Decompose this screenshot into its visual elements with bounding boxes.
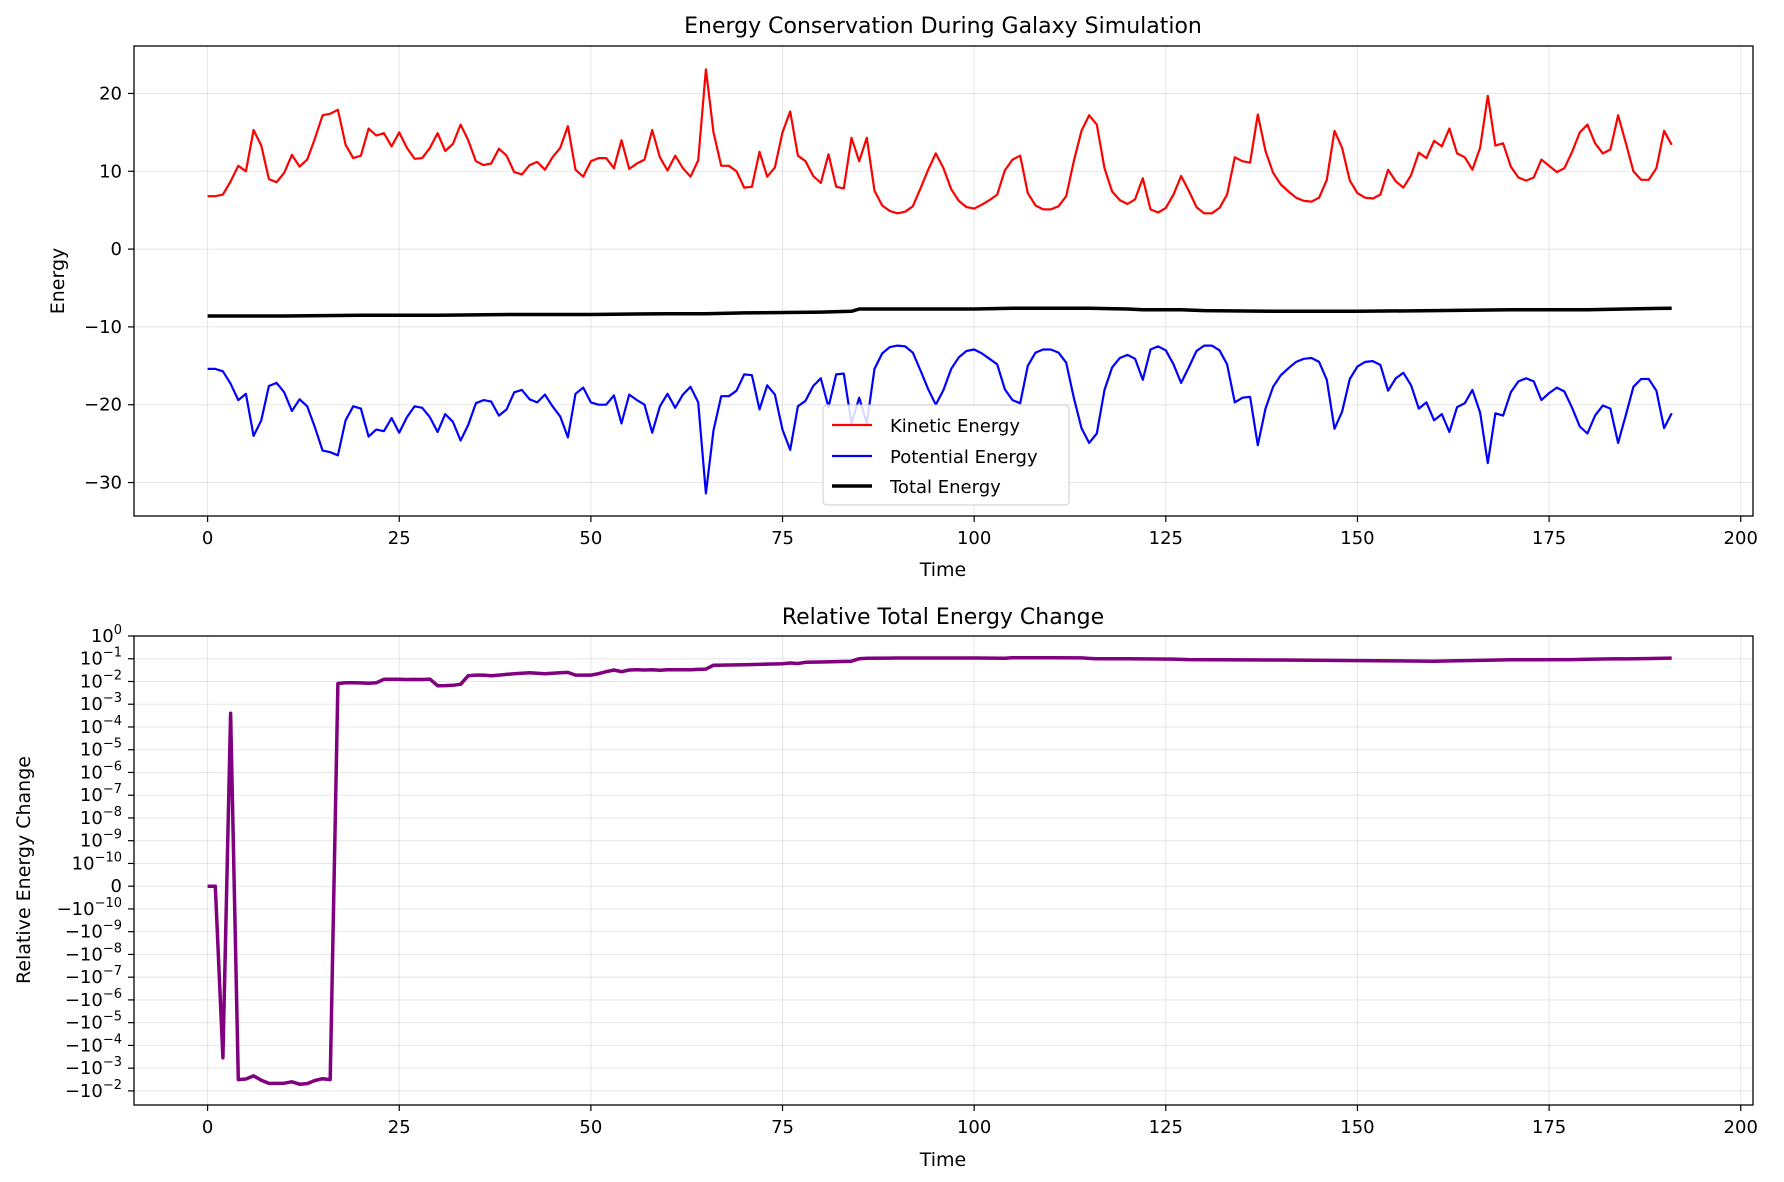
x-tick-label: 100 [957, 1117, 991, 1138]
y-tick-label: −10−2 [65, 1078, 122, 1102]
y-tick-label: −10−7 [65, 964, 122, 988]
y-tick-label: −30 [84, 473, 122, 494]
x-tick-label: 175 [1532, 1117, 1566, 1138]
relative-change-chart-y-ticks: 10010−110−210−310−410−510−610−710−810−91… [57, 623, 134, 1102]
x-tick-label: 50 [579, 1117, 602, 1138]
x-tick-label: 150 [1340, 528, 1374, 549]
y-tick-label: 10−5 [80, 737, 122, 761]
relative-energy-change-line [207, 656, 1672, 1086]
y-tick-label: 10−7 [80, 782, 122, 806]
x-tick-label: 125 [1149, 1117, 1183, 1138]
y-tick-label: 10−8 [80, 805, 122, 829]
y-tick-label: −10−10 [57, 896, 122, 920]
total-energy-line [207, 306, 1672, 318]
energy-chart-x-label: Time [919, 559, 967, 581]
relative-change-chart-x-label: Time [919, 1149, 967, 1171]
x-tick-label: 125 [1149, 528, 1183, 549]
y-tick-label: −10−5 [65, 1010, 122, 1034]
energy-chart-y-ticks: 20 10 0 −10 −20 −30 [84, 83, 134, 494]
energy-chart-x-ticks: 0 25 50 75 100 125 150 175 200 [202, 516, 1758, 549]
x-tick-label: 150 [1340, 1117, 1374, 1138]
relative-change-chart-grid [134, 635, 1753, 1105]
x-tick-label: 75 [771, 528, 794, 549]
x-tick-label: 0 [202, 528, 213, 549]
relative-change-chart-x-ticks: 0 25 50 75 100 125 150 175 200 [202, 1105, 1758, 1138]
x-tick-label: 100 [957, 528, 991, 549]
y-tick-label: −10−3 [65, 1055, 122, 1079]
y-tick-label: −10−6 [65, 987, 122, 1011]
x-tick-label: 200 [1724, 528, 1758, 549]
y-tick-label: 100 [91, 623, 122, 647]
legend-label-potential: Potential Energy [890, 447, 1038, 468]
y-tick-label: 10−9 [80, 828, 122, 852]
y-tick-label: 10−10 [72, 850, 122, 874]
y-tick-label: 10−3 [80, 691, 122, 715]
x-tick-label: 25 [388, 528, 411, 549]
x-tick-label: 200 [1724, 1117, 1758, 1138]
y-tick-label: −10 [84, 317, 122, 338]
kinetic-energy-line [207, 68, 1673, 215]
y-tick-label: 10−2 [80, 668, 122, 692]
y-tick-label: −10−9 [65, 919, 122, 943]
x-tick-label: 25 [388, 1117, 411, 1138]
y-tick-label: 10−6 [80, 759, 122, 783]
relative-change-chart: Relative Total Energy Change 0 25 50 75 100 1… [13, 605, 1758, 1171]
legend-box [822, 404, 1070, 506]
x-tick-label: 50 [579, 528, 602, 549]
relative-change-chart-series [207, 656, 1672, 1086]
energy-chart-legend: Kinetic Energy Potential Energy Total En… [822, 404, 1070, 506]
relative-change-chart-title: Relative Total Energy Change [782, 605, 1104, 630]
y-tick-label: 0 [111, 239, 122, 260]
energy-chart-title: Energy Conservation During Galaxy Simula… [684, 14, 1202, 39]
y-tick-label: 10−1 [80, 646, 122, 670]
energy-chart-series [207, 68, 1673, 495]
energy-chart-y-label: Energy [47, 248, 69, 315]
legend-label-total: Total Energy [889, 477, 1001, 498]
relative-change-chart-frame [133, 635, 1754, 1106]
y-tick-label: 20 [99, 83, 122, 104]
energy-chart-frame [133, 45, 1754, 517]
y-tick-label: 10−4 [80, 714, 122, 738]
y-tick-label: 0 [111, 876, 122, 897]
x-tick-label: 175 [1532, 528, 1566, 549]
y-tick-label: −20 [84, 395, 122, 416]
x-tick-label: 75 [771, 1117, 794, 1138]
x-tick-label: 0 [202, 1117, 213, 1138]
y-tick-label: 10 [99, 161, 122, 182]
y-tick-label: −10−4 [65, 1032, 122, 1056]
energy-chart: Energy Conservation During Galaxy Simula… [47, 14, 1758, 581]
legend-label-kinetic: Kinetic Energy [890, 416, 1020, 437]
potential-energy-line [207, 344, 1673, 495]
relative-change-chart-y-label: Relative Energy Change [13, 756, 35, 984]
y-tick-label: −10−8 [65, 941, 122, 965]
